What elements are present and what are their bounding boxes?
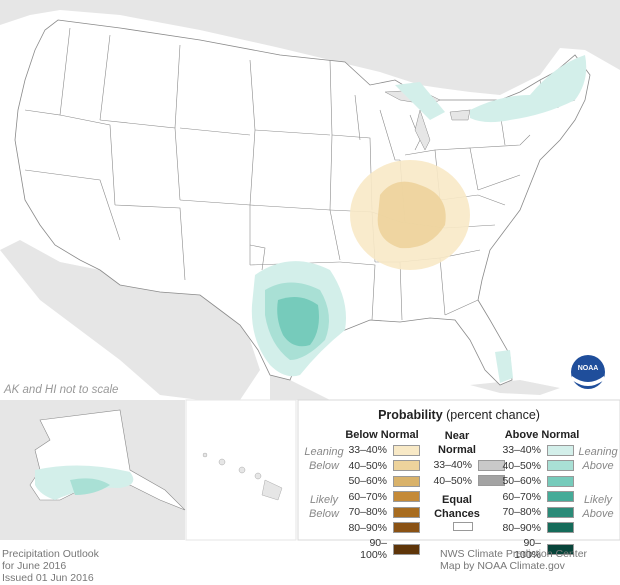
equal-chances-swatch (453, 522, 473, 531)
not-to-scale-note: AK and HI not to scale (4, 384, 119, 396)
below-normal-swatch (393, 543, 420, 555)
above-normal-label: 33–40% (502, 444, 541, 456)
above-normal-swatch (547, 460, 574, 471)
above-normal-label: 90–100% (514, 537, 541, 561)
noaa-logo-text: NOAA (578, 365, 599, 372)
below-normal-row: 80–90% (343, 522, 420, 534)
above-normal-row: 40–50% (497, 460, 574, 472)
near-normal-label: 33–40% (433, 459, 472, 471)
near-normal-label: 40–50% (433, 474, 472, 487)
credit-caption: NWS Climate Prediction Center Map by NOA… (440, 548, 588, 572)
leaning-below-label: Leaning Below (304, 446, 344, 472)
near-normal-swatch (478, 475, 505, 486)
above-normal-michigan-33 (395, 82, 445, 120)
state-borders (24, 27, 576, 321)
hawaii-islands (202, 452, 283, 501)
mexico-land (0, 240, 260, 400)
canada-land (0, 0, 620, 95)
below-normal-label: 80–90% (348, 521, 387, 534)
above-normal-northeast-33 (470, 55, 587, 123)
above-normal-swatch (547, 543, 574, 555)
alaska-above-40 (70, 478, 110, 495)
below-normal-row: 33–40% (343, 444, 420, 456)
below-normal-row: 50–60% (343, 475, 420, 487)
above-normal-row: 80–90% (497, 522, 574, 534)
above-normal-swatch (547, 522, 574, 533)
below-normal-row: 90–100% (343, 537, 420, 561)
below-normal-swatch (393, 491, 420, 502)
below-normal-label: 70–80% (348, 506, 387, 518)
below-normal-row: 60–70% (343, 491, 420, 503)
below-normal-label: 40–50% (348, 459, 387, 472)
outlook-caption: Precipitation Outlook for June 2016 Issu… (2, 548, 99, 584)
above-normal-row: 60–70% (497, 491, 574, 503)
conus-land (14, 19, 591, 386)
above-normal-label: 70–80% (502, 506, 541, 518)
near-normal-row: 40–50% (428, 475, 505, 487)
below-normal-label: 50–60% (348, 475, 387, 487)
near-normal-swatch (478, 459, 505, 471)
above-normal-texas-50 (277, 296, 319, 347)
above-normal-row: 50–60% (497, 475, 574, 487)
above-normal-row: 33–40% (497, 444, 574, 456)
below-normal-label: 60–70% (348, 490, 387, 503)
above-normal-row: 70–80% (497, 506, 574, 518)
cuba-land (470, 380, 560, 395)
above-normal-swatch (547, 506, 574, 518)
above-normal-swatch (547, 444, 574, 456)
below-normal-heading: Below Normal (345, 429, 419, 441)
noaa-logo: NOAA (571, 355, 605, 389)
below-normal-label: 33–40% (348, 444, 387, 456)
leaning-above-label: Leaning Above (578, 446, 618, 472)
equal-chances-heading: Equal Chances (434, 494, 480, 520)
near-normal-heading: Near Normal (438, 430, 476, 456)
above-normal-florida-33 (495, 350, 513, 383)
above-normal-swatch (547, 475, 574, 487)
legend-title: Probability (percent chance) (378, 408, 540, 422)
above-normal-swatch (547, 491, 574, 502)
below-normal-swatch (393, 506, 420, 518)
near-normal-row: 33–40% (428, 459, 505, 471)
below-normal-row: 40–50% (343, 460, 420, 472)
likely-below-label: Likely Below (309, 494, 339, 520)
below-normal-row: 70–80% (343, 506, 420, 518)
below-normal-swatch (393, 460, 420, 471)
above-normal-label: 40–50% (502, 459, 541, 472)
likely-above-label: Likely Above (582, 494, 614, 520)
above-normal-label: 60–70% (502, 490, 541, 503)
below-normal-swatch (393, 444, 420, 456)
above-normal-heading: Above Normal (504, 429, 580, 441)
below-normal-region-40 (377, 181, 446, 249)
below-normal-swatch (393, 475, 420, 487)
above-normal-label: 50–60% (502, 475, 541, 487)
above-normal-label: 80–90% (502, 521, 541, 534)
below-normal-swatch (393, 522, 420, 533)
above-normal-row: 90–100% (497, 537, 574, 561)
below-normal-label: 90–100% (360, 537, 387, 561)
